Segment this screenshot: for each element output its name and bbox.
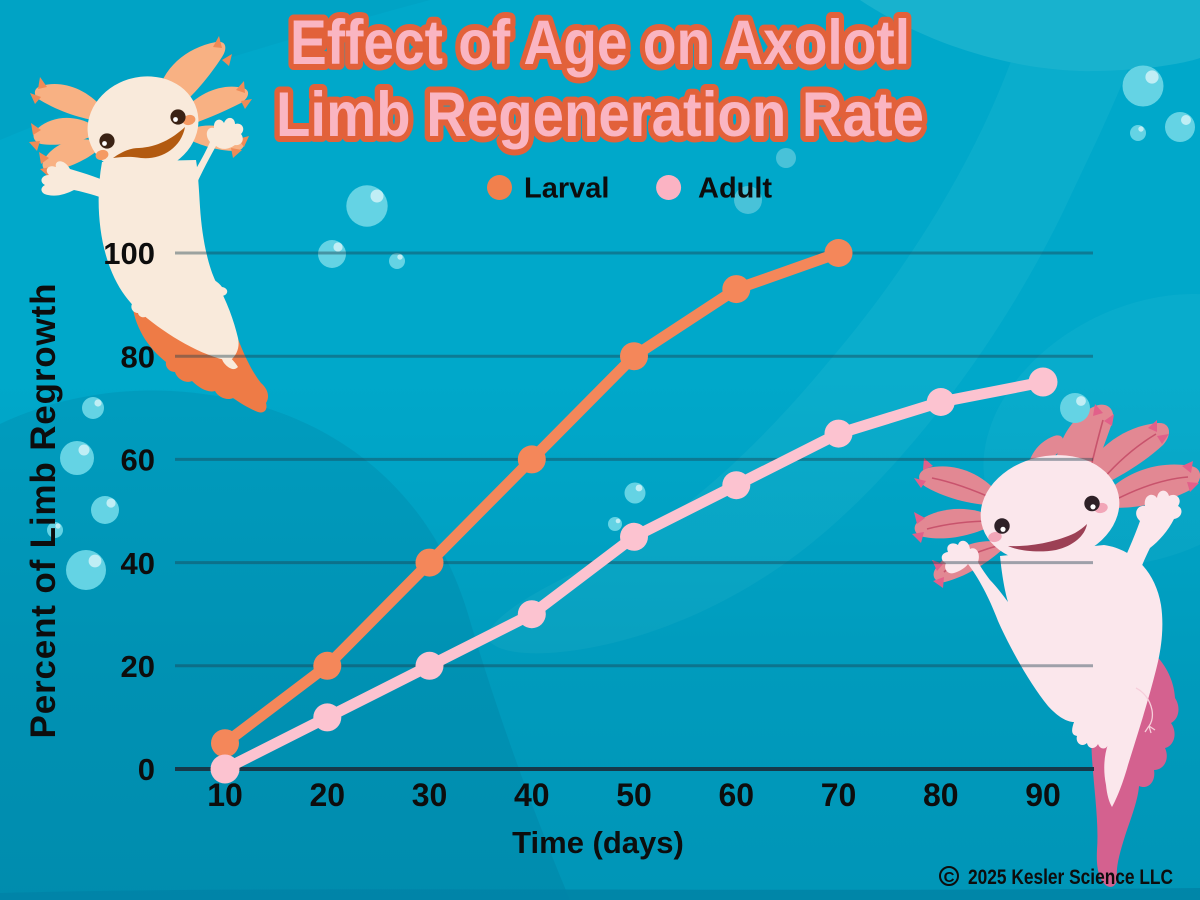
svg-text:100: 100 [103,236,155,271]
svg-text:Adult: Adult [698,173,772,205]
svg-text:30: 30 [412,777,448,813]
svg-text:50: 50 [616,777,652,813]
svg-text:80: 80 [121,339,155,374]
svg-text:Percent of Limb Regrowth: Percent of Limb Regrowth [24,284,63,739]
svg-text:0: 0 [138,752,155,787]
svg-text:Larval: Larval [524,173,609,205]
svg-text:40: 40 [121,546,155,581]
svg-text:2025 Kesler Science LLC: 2025 Kesler Science LLC [968,866,1173,889]
svg-text:20: 20 [310,777,346,813]
svg-text:Limb Regeneration Rate: Limb Regeneration Rate [276,80,924,150]
svg-text:80: 80 [923,777,959,813]
svg-text:10: 10 [207,777,243,813]
svg-text:40: 40 [514,777,550,813]
svg-text:Time (days): Time (days) [512,825,684,860]
svg-text:90: 90 [1025,777,1061,813]
svg-text:C: C [944,869,955,886]
svg-text:60: 60 [719,777,755,813]
svg-text:20: 20 [121,649,155,684]
svg-text:Effect of Age on Axolotl: Effect of Age on Axolotl [290,8,910,78]
svg-text:60: 60 [121,443,155,478]
svg-text:70: 70 [821,777,857,813]
